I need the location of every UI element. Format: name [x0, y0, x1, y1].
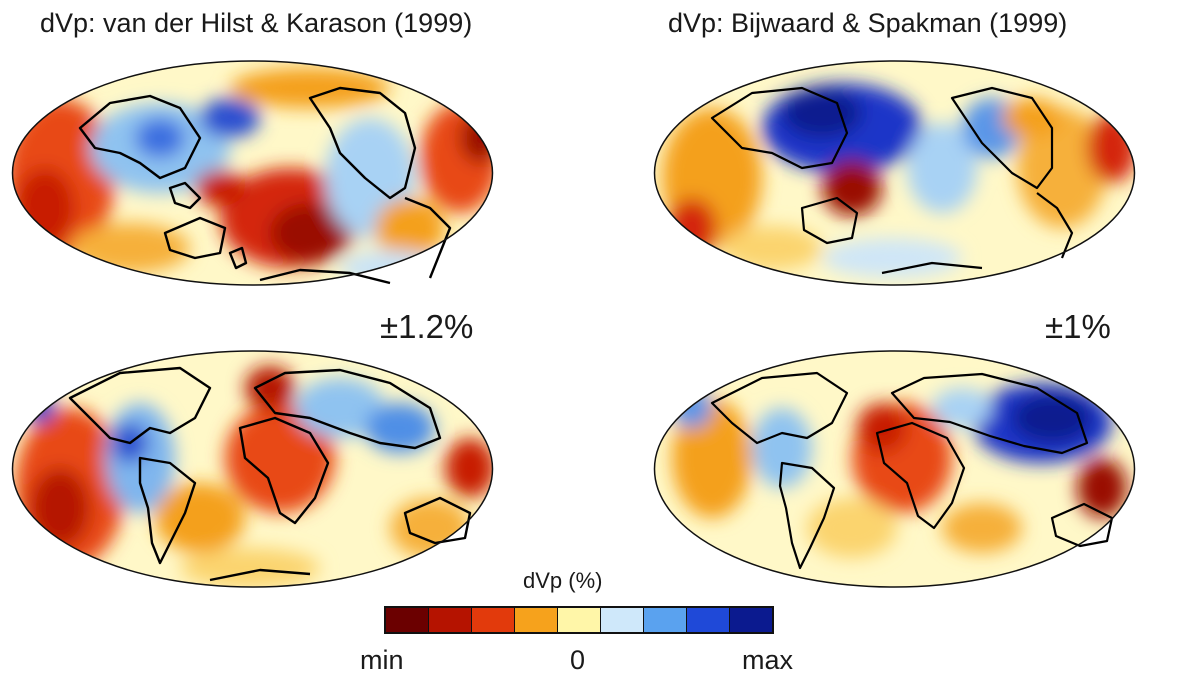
map-title-right: dVp: Bijwaard & Spakman (1999): [668, 8, 1068, 38]
colorbar-segment-7: [644, 608, 687, 632]
colorbar-segment-1: [386, 608, 429, 632]
amplitude-label-right: ±1%: [1045, 308, 1111, 345]
colorbar-segment-3: [472, 608, 515, 632]
colorbar-segment-4: [515, 608, 558, 632]
map-title-left: dVp: van der Hilst & Karason (1999): [40, 8, 473, 38]
colorbar-segment-9: [730, 608, 772, 632]
colorbar-segment-8: [687, 608, 730, 632]
colorbar-label: dVp (%): [523, 568, 603, 593]
tomography-map-bijwaard-atlantic: [653, 350, 1136, 588]
tomography-map-bijwaard-pacific: [653, 60, 1136, 286]
colorbar-tick-zero: 0: [570, 645, 586, 675]
colorbar-tick-min: min: [360, 645, 404, 675]
tomography-map-hilst-pacific: [11, 60, 494, 286]
colorbar-segment-6: [601, 608, 644, 632]
colorbar: [384, 606, 774, 634]
tomography-map-hilst-atlantic: [11, 350, 494, 588]
colorbar-segment-2: [429, 608, 472, 632]
colorbar-tick-max: max: [742, 645, 794, 675]
colorbar-segment-5: [558, 608, 601, 632]
amplitude-label-left: ±1.2%: [380, 308, 474, 345]
